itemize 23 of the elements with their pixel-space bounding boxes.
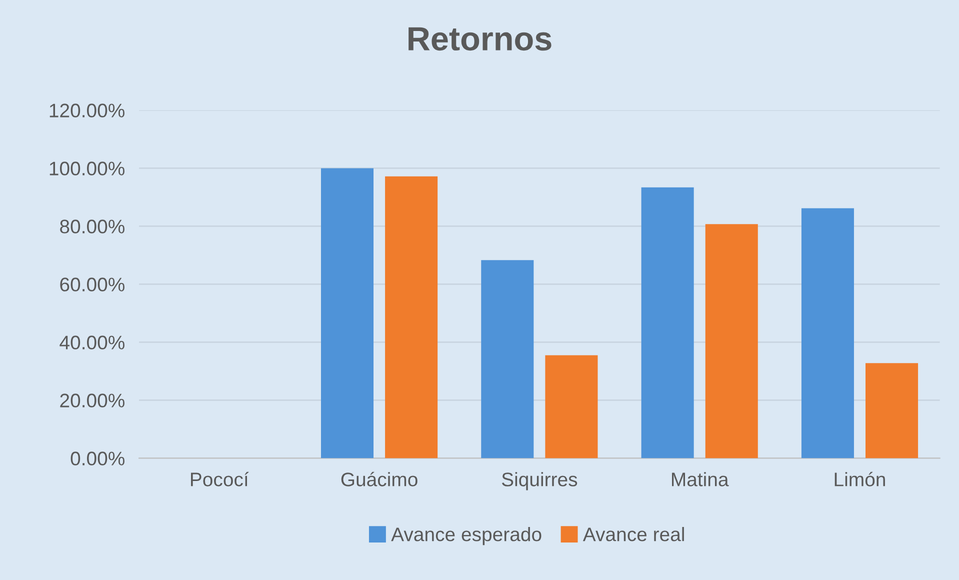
bar: [385, 176, 438, 458]
bar: [545, 355, 598, 458]
bar: [866, 363, 918, 458]
bar: [320, 168, 374, 458]
x-tick-label: Guácimo: [341, 472, 418, 486]
bar: [641, 187, 694, 458]
y-tick-label: 60.00%: [60, 278, 124, 292]
bar: [801, 208, 854, 458]
bar: [481, 260, 534, 458]
x-tick-label: Limón: [834, 472, 885, 486]
bar: [705, 224, 758, 458]
y-tick-label: 20.00%: [60, 394, 124, 408]
x-tick-label: Matina: [672, 472, 729, 486]
x-tick-label: Siquirres: [502, 472, 578, 490]
y-tick-label: 120.00%: [50, 104, 124, 118]
y-tick-label: 40.00%: [60, 336, 124, 350]
x-tick-label: Pococí: [191, 472, 249, 486]
legend-label: Avance real: [582, 526, 684, 542]
y-tick-label: 80.00%: [60, 220, 124, 234]
y-tick-label: 0.00%: [70, 452, 124, 466]
legend-label: Avance esperado: [391, 526, 542, 546]
chart-title: Retornos: [408, 27, 552, 51]
y-tick-label: 100.00%: [50, 162, 124, 176]
